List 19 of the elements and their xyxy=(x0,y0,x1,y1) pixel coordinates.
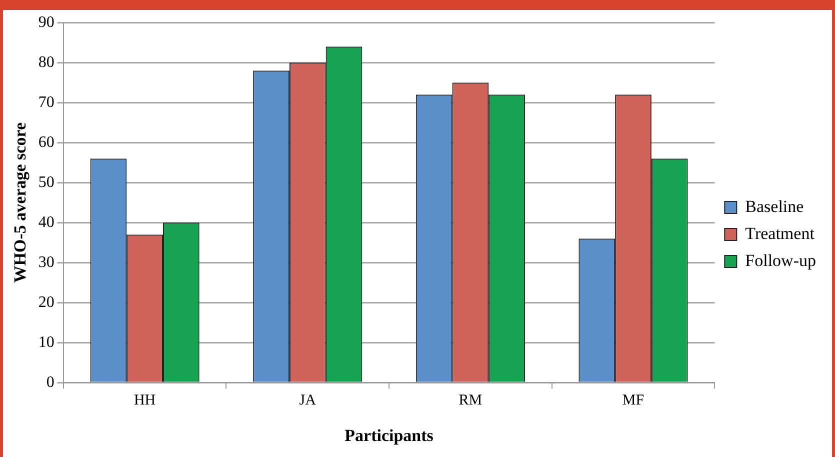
legend-label: Follow-up xyxy=(745,250,816,270)
y-tick-label: 0 xyxy=(46,374,54,391)
legend-label: Treatment xyxy=(745,224,815,243)
x-tick-label: JA xyxy=(299,392,316,409)
y-tick-label: 50 xyxy=(38,174,54,191)
y-axis-title: WHO-5 average score xyxy=(10,122,30,283)
y-tick-label: 30 xyxy=(38,254,54,271)
y-tick-label: 40 xyxy=(38,214,54,231)
y-tick-label: 80 xyxy=(38,54,54,71)
x-tick-label: MF xyxy=(622,392,644,409)
y-tick-label: 70 xyxy=(38,94,54,111)
x-tick-label: HH xyxy=(134,392,156,409)
y-tick-label: 20 xyxy=(38,294,54,311)
y-tick-label: 90 xyxy=(38,14,54,31)
legend-label: Baseline xyxy=(745,196,804,216)
y-tick-label: 10 xyxy=(38,334,54,351)
x-axis-title: Participants xyxy=(344,426,434,446)
x-tick-label: RM xyxy=(458,392,482,409)
y-tick-label: 60 xyxy=(38,134,54,151)
